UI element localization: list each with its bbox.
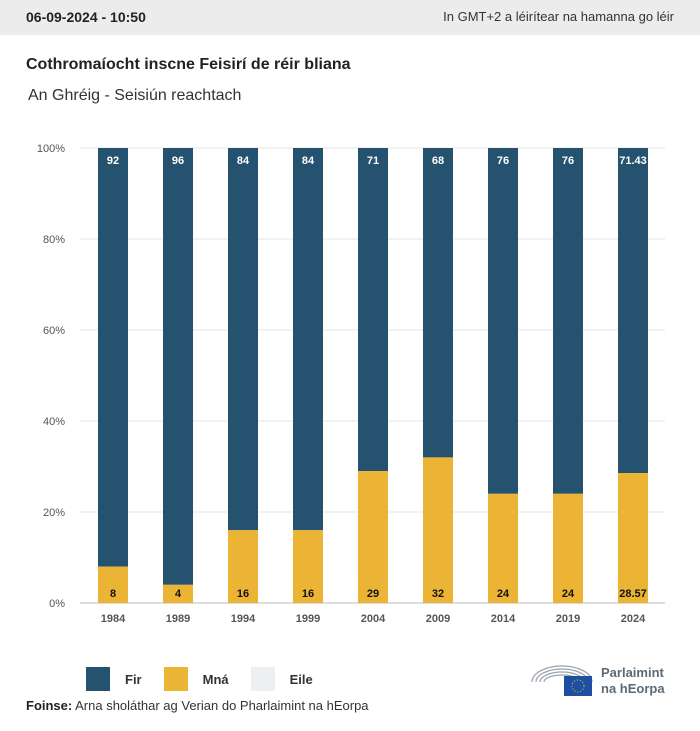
data-label-mna: 8 xyxy=(110,588,116,600)
y-tick-label: 80% xyxy=(43,234,65,246)
bar-mna[interactable] xyxy=(618,473,648,603)
legend-swatch xyxy=(163,667,188,691)
x-tick-label: 1989 xyxy=(166,613,190,625)
bar-fir[interactable] xyxy=(618,148,648,474)
data-label-mna: 28.57 xyxy=(619,588,647,600)
legend-label: Mná xyxy=(202,671,229,687)
bar-mna[interactable] xyxy=(228,530,258,603)
x-tick-label: 2019 xyxy=(556,613,580,625)
timezone-note: In GMT+2 a léirítear na hamanna go léir xyxy=(443,9,674,24)
y-tick-label: 0% xyxy=(49,598,65,610)
chart: 0% 20% 40% 60% 80% 100% 92 8 1984 96 4 1989 84 16 1994… xyxy=(37,143,665,625)
data-label-fir: 76 xyxy=(562,155,574,167)
legend-label: Eile xyxy=(289,671,313,687)
y-tick-label: 60% xyxy=(43,325,65,337)
bar-fir[interactable] xyxy=(423,148,453,458)
source-label: Foinse: xyxy=(26,698,73,713)
data-label-fir: 84 xyxy=(302,155,315,167)
legend-swatch xyxy=(250,667,275,691)
logo-text: Parlaimint na hEorpa xyxy=(601,665,665,697)
bar-fir[interactable] xyxy=(293,148,323,531)
chart-subtitle: An Ghréig - Seisiún reachtach xyxy=(28,87,242,104)
legend-item-mna[interactable]: Mná xyxy=(163,667,229,691)
x-tick-label: 2004 xyxy=(361,613,386,625)
legend-label: Fir xyxy=(125,671,142,687)
y-tick-label: 40% xyxy=(43,416,65,428)
legend-item-fir[interactable]: Fir xyxy=(86,667,142,691)
bar-fir[interactable] xyxy=(358,148,388,472)
bar-mna[interactable] xyxy=(163,584,193,603)
source-text: Arna sholáthar ag Verian do Pharlaimint … xyxy=(72,698,369,713)
data-label-fir: 71.43 xyxy=(619,155,647,167)
x-tick-label: 2009 xyxy=(426,613,450,625)
data-label-fir: 92 xyxy=(107,155,119,167)
source: Foinse: Arna sholáthar ag Verian do Phar… xyxy=(26,698,369,713)
top-bar: 06-09-2024 - 10:50 In GMT+2 a léirítear … xyxy=(0,0,700,35)
legend-item-eile[interactable]: Eile xyxy=(250,667,313,691)
data-label-mna: 16 xyxy=(237,588,249,600)
x-tick-label: 1994 xyxy=(231,613,256,625)
data-label-fir: 84 xyxy=(237,155,250,167)
bar-fir[interactable] xyxy=(98,148,128,567)
legend-swatch xyxy=(86,667,110,691)
bar-fir[interactable] xyxy=(163,148,193,585)
logo-line2: na hEorpa xyxy=(601,681,665,696)
bar-mna[interactable] xyxy=(423,457,453,603)
y-tick-label: 100% xyxy=(37,143,65,155)
data-label-mna: 24 xyxy=(497,588,510,600)
data-label-fir: 71 xyxy=(367,155,379,167)
x-tick-label: 1984 xyxy=(101,613,126,625)
european-parliament-logo xyxy=(531,665,593,696)
bar-fir[interactable] xyxy=(553,148,583,494)
legend: Fir Mná Eile xyxy=(86,667,335,691)
bar-mna[interactable] xyxy=(488,493,518,603)
data-label-fir: 68 xyxy=(432,155,444,167)
bar-mna[interactable] xyxy=(358,471,388,603)
date: 06-09-2024 - 10:50 xyxy=(26,9,146,25)
y-tick-label: 20% xyxy=(43,507,65,519)
data-label-mna: 32 xyxy=(432,588,444,600)
x-tick-label: 1999 xyxy=(296,613,320,625)
bar-mna[interactable] xyxy=(293,530,323,603)
logo-line1: Parlaimint xyxy=(601,665,664,680)
data-label-mna: 4 xyxy=(175,588,182,600)
data-label-fir: 96 xyxy=(172,155,184,167)
data-label-mna: 24 xyxy=(562,588,575,600)
bar-mna[interactable] xyxy=(98,566,128,603)
data-label-mna: 29 xyxy=(367,588,379,600)
x-tick-label: 2024 xyxy=(621,613,646,625)
bar-mna[interactable] xyxy=(553,493,583,603)
data-label-fir: 76 xyxy=(497,155,509,167)
x-tick-label: 2014 xyxy=(491,613,516,625)
bar-fir[interactable] xyxy=(488,148,518,494)
bar-fir[interactable] xyxy=(228,148,258,531)
data-label-mna: 16 xyxy=(302,588,314,600)
chart-title: Cothromaíocht inscne Feisirí de réir bli… xyxy=(26,56,351,73)
